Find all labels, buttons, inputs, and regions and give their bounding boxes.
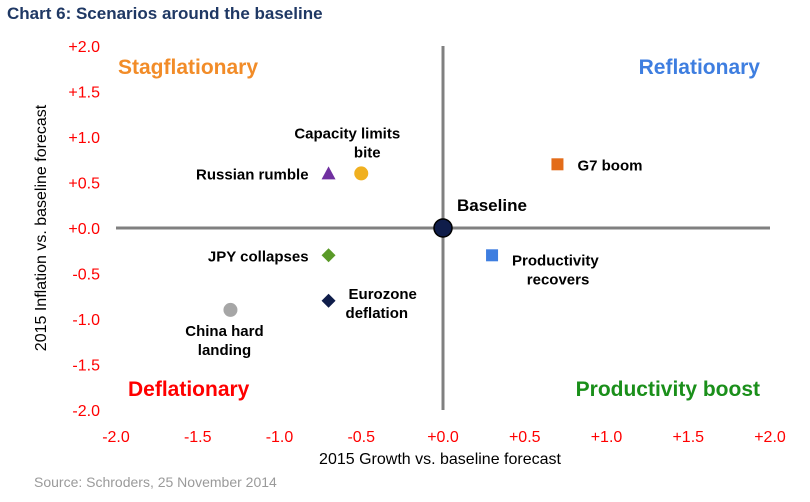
point-label: deflation bbox=[346, 305, 409, 322]
y-tick-label: +2.0 bbox=[68, 39, 100, 56]
point-marker bbox=[223, 302, 238, 317]
x-tick-label: +0.5 bbox=[509, 429, 541, 446]
y-tick-label: +0.0 bbox=[68, 221, 100, 238]
point-labels: Baseline Russian rumble Capacity limits bit… bbox=[185, 125, 642, 359]
point-marker bbox=[486, 249, 499, 262]
y-tick-label: +1.5 bbox=[68, 85, 100, 102]
x-tick-label: -2.0 bbox=[102, 429, 130, 446]
point-label: Baseline bbox=[457, 196, 527, 215]
x-tick-label: +2.0 bbox=[754, 429, 786, 446]
source-note: Source: Schroders, 25 November 2014 bbox=[34, 474, 277, 490]
quadrant-label: Deflationary bbox=[128, 378, 250, 401]
x-tick-label: -1.5 bbox=[184, 429, 212, 446]
point-label: Capacity limits bbox=[294, 125, 400, 142]
x-tick-label: +1.5 bbox=[672, 429, 704, 446]
point-label: recovers bbox=[527, 271, 590, 288]
x-axis-title: 2015 Growth vs. baseline forecast bbox=[319, 451, 561, 468]
quadrant-label: Productivity boost bbox=[576, 378, 760, 401]
point-label: Russian rumble bbox=[196, 166, 309, 183]
y-tick-label: -1.0 bbox=[72, 312, 100, 329]
point-label: bite bbox=[354, 144, 381, 161]
x-tick-label: -0.5 bbox=[347, 429, 375, 446]
point-label: landing bbox=[198, 342, 251, 359]
y-tick-label: +1.0 bbox=[68, 130, 100, 147]
quadrant-label: Stagflationary bbox=[118, 56, 258, 79]
y-tick-label: -0.5 bbox=[72, 267, 100, 284]
x-tick-label: +1.0 bbox=[591, 429, 623, 446]
x-tick-label: +0.0 bbox=[427, 429, 459, 446]
point-label: Productivity bbox=[512, 252, 599, 269]
point-marker bbox=[551, 158, 564, 171]
quadrant-label: Reflationary bbox=[639, 56, 761, 79]
y-tick-label: +0.5 bbox=[68, 176, 100, 193]
chart-title: Chart 6: Scenarios around the baseline bbox=[7, 4, 323, 23]
point-label: China hard bbox=[185, 323, 263, 340]
point-marker bbox=[321, 293, 336, 308]
y-tick-label: -1.5 bbox=[72, 358, 100, 375]
quadrant-labels: Stagflationary Reflationary Deflationary Pr… bbox=[118, 56, 760, 401]
point-label: G7 boom bbox=[577, 157, 642, 174]
tick-labels: -2.0 -1.5 -1.0 -0.5 +0.0 +0.5 +1.0 +1.5 +2.0 +2.0… bbox=[68, 39, 785, 446]
x-tick-label: -1.0 bbox=[266, 429, 294, 446]
point-marker bbox=[433, 218, 453, 238]
point-label: JPY collapses bbox=[208, 248, 309, 265]
point-marker bbox=[321, 166, 336, 180]
y-tick-label: -2.0 bbox=[72, 403, 100, 420]
data-points bbox=[223, 158, 564, 317]
y-axis-title: 2015 Inflation vs. baseline forecast bbox=[33, 104, 50, 351]
point-label: Eurozone bbox=[349, 286, 417, 303]
point-marker bbox=[321, 248, 336, 263]
point-marker bbox=[354, 166, 369, 181]
